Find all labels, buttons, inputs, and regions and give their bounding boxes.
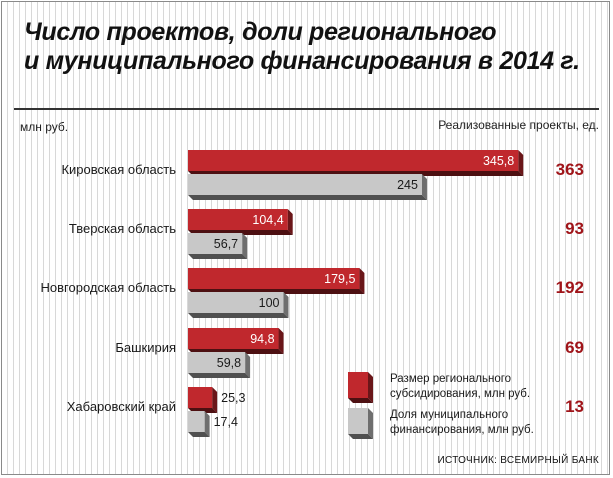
municipal-bar-base	[188, 195, 427, 200]
legend-swatch-regional-side	[368, 372, 373, 403]
legend-swatch-regional-base	[348, 398, 373, 403]
legend-swatch-municipal	[348, 408, 368, 434]
legend-swatch-municipal-base	[348, 434, 373, 439]
municipal-bar	[188, 411, 205, 432]
municipal-bar-side	[283, 292, 289, 318]
municipal-bar	[188, 174, 422, 195]
regional-value-label: 25,3	[221, 391, 245, 405]
municipal-value-label: 59,8	[217, 356, 241, 370]
title-line-1: Число проектов, доли регионального	[24, 18, 497, 46]
projects-count: 93	[565, 219, 584, 238]
category-label: Кировская область	[61, 162, 176, 177]
legend-label-municipal: Доля муниципального финансирования, млн р…	[390, 409, 534, 436]
category-label: Тверская область	[69, 221, 176, 236]
municipal-value-label: 17,4	[214, 415, 238, 429]
regional-bar	[188, 150, 519, 171]
municipal-bar-base	[188, 254, 248, 259]
source-note: ИСТОЧНИК: ВСЕМИРНЫЙ БАНК	[437, 455, 599, 466]
municipal-bar	[188, 233, 243, 254]
municipal-value-label: 56,7	[214, 237, 238, 251]
regional-value-label: 94,8	[250, 332, 274, 346]
title-rule	[14, 108, 599, 110]
regional-value-label: 345,8	[483, 154, 514, 168]
municipal-value-label: 245	[397, 178, 418, 192]
legend-swatch-municipal-side	[368, 408, 373, 439]
category-label: Новгородская область	[41, 280, 177, 295]
regional-bar	[188, 209, 288, 230]
projects-count: 13	[565, 397, 584, 416]
municipal-bar-side	[242, 233, 248, 259]
municipal-bar-base	[188, 313, 289, 318]
regional-bar	[188, 268, 360, 289]
regional-bar	[188, 328, 279, 349]
regional-value-label: 179,5	[324, 272, 355, 286]
title-line-2: и муниципального финансирования в 2014 г…	[24, 47, 580, 75]
regional-bar-side	[278, 328, 284, 354]
unit-label: млн руб.	[20, 120, 69, 134]
regional-value-label: 104,4	[252, 213, 283, 227]
legend-label-regional: Размер регионального субсидирования, млн …	[390, 373, 530, 400]
legend-swatch-regional	[348, 372, 368, 398]
category-label: Башкирия	[115, 340, 176, 355]
municipal-bar-side	[421, 174, 427, 200]
regional-bar-side	[212, 387, 218, 413]
municipal-bar-base	[188, 432, 210, 437]
projects-header: Реализованные проекты, ед.	[438, 118, 599, 132]
regional-bar	[188, 387, 213, 408]
regional-bar-side	[359, 268, 365, 294]
municipal-bar-side	[204, 411, 210, 437]
projects-count: 363	[556, 160, 584, 179]
regional-bar-side	[518, 150, 524, 176]
projects-count: 192	[556, 278, 584, 297]
municipal-bar	[188, 292, 284, 313]
municipal-value-label: 100	[259, 296, 280, 310]
municipal-bar-base	[188, 373, 251, 378]
projects-count: 69	[565, 338, 584, 357]
municipal-bar-side	[245, 352, 251, 378]
municipal-bar	[188, 352, 246, 373]
category-label: Хабаровский край	[67, 399, 176, 414]
regional-bar-side	[287, 209, 293, 235]
chart-title: Число проектов, доли регионального и мун…	[24, 18, 594, 76]
